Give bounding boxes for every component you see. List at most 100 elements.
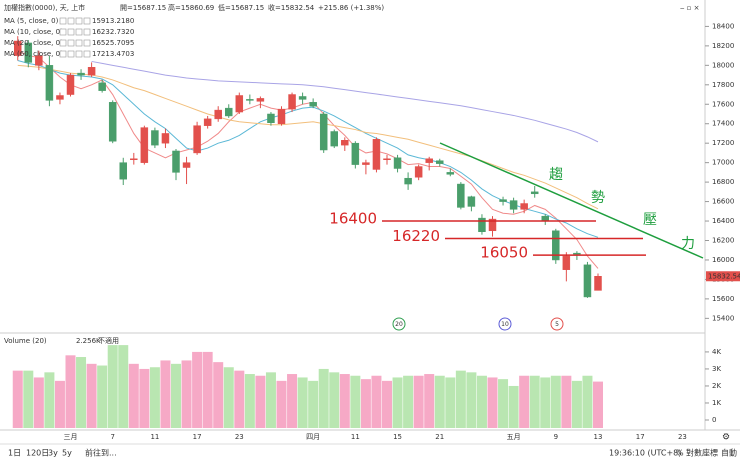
candle-body [14, 40, 22, 56]
candle-body [509, 200, 518, 210]
price-label: 15832.54 [708, 272, 740, 280]
legend-icon[interactable] [83, 28, 91, 36]
legend-icon[interactable] [83, 50, 91, 58]
x-tick-label: 23 [678, 433, 687, 441]
candle-body [256, 98, 265, 102]
trend-text: 力 [681, 236, 695, 252]
y-tick-label: 15600 [712, 295, 734, 303]
volume-bar [519, 375, 530, 428]
candle-body [583, 264, 592, 298]
volume-bar [498, 379, 509, 428]
period-marker-label: 10 [501, 321, 509, 328]
legend-icon[interactable] [59, 28, 67, 36]
y-tick-label: 18400 [712, 22, 734, 30]
volume-title: Volume (20) [4, 337, 47, 345]
legend-label[interactable]: MA (10, close, 0) [4, 28, 63, 36]
candle-body [552, 230, 560, 261]
volume-note: 不適用 [98, 336, 119, 345]
volume-bar [350, 375, 361, 428]
ohlc-item: 低=15687.15 [218, 3, 264, 12]
candle-body [573, 252, 581, 255]
volume-bar [382, 380, 392, 428]
y-tick-label: 17600 [712, 100, 734, 108]
candle-body [488, 218, 497, 232]
volume-bar [12, 370, 23, 428]
legend-icon[interactable] [67, 50, 75, 58]
symbol-name: 加權指數(0000), 天, 上市 [4, 3, 85, 12]
candle-body [140, 127, 149, 163]
legend-icon[interactable] [75, 28, 83, 36]
period-marker-label: 20 [395, 321, 403, 328]
volume-bar [97, 365, 108, 428]
price-label-box [706, 271, 740, 282]
legend-icon[interactable] [75, 39, 83, 47]
x-tick-label: 21 [435, 433, 444, 441]
legend-value: 17213.4703 [92, 50, 134, 58]
ma-line [91, 60, 599, 143]
trend-text: 壓 [643, 212, 657, 228]
candle-body [319, 113, 328, 151]
range-button[interactable]: 5y [62, 449, 72, 458]
candle-body [330, 131, 338, 147]
y-tick-label: 2K [712, 382, 721, 390]
range-button[interactable]: 1日 [8, 449, 21, 458]
volume-bar [54, 380, 65, 428]
trend-text: 勢 [591, 190, 605, 206]
range-button[interactable]: 120日 [26, 449, 49, 458]
legend-label[interactable]: MA (20, close, 0) [4, 39, 63, 47]
volume-bar [118, 345, 129, 428]
candle-body [151, 130, 159, 146]
legend-icon[interactable] [75, 17, 83, 25]
y-tick-label: 17400 [712, 120, 734, 128]
legend-icon[interactable] [59, 50, 67, 58]
log-button[interactable]: 對數座標 [686, 448, 718, 458]
candle-body [499, 199, 507, 202]
x-tick-label: 23 [235, 433, 244, 441]
legend-label[interactable]: MA (5, close, 0) [4, 17, 59, 25]
volume-bar [360, 379, 371, 428]
legend-label[interactable]: MA (60, close, 0) [4, 50, 63, 58]
volume-bar [223, 367, 234, 428]
range-button[interactable]: 3y [48, 449, 58, 458]
x-tick-label: 15 [393, 433, 402, 441]
volume-bar [550, 375, 561, 428]
legend-icon[interactable] [59, 39, 67, 47]
volume-bar [561, 375, 572, 428]
legend-icon[interactable] [83, 39, 91, 47]
volume-bar [276, 380, 287, 428]
volume-bar [244, 374, 255, 428]
percent-button[interactable]: % [676, 449, 684, 458]
candle-body [414, 166, 423, 178]
clock: 19:36:10 (UTC+8) [609, 449, 681, 458]
volume-bar [508, 385, 519, 428]
ma-line [17, 50, 599, 269]
trend-line [439, 142, 704, 259]
period-marker [392, 317, 406, 331]
legend-icon[interactable] [83, 17, 91, 25]
candle-body [108, 102, 117, 142]
candle-body [87, 67, 96, 76]
auto-button[interactable]: 自動 [721, 448, 737, 458]
candle-body [520, 203, 528, 210]
volume-bar [403, 375, 414, 428]
goto-button[interactable]: 前往到... [85, 448, 117, 458]
legend-icon[interactable] [67, 28, 75, 36]
settings-icon[interactable]: ⚙ [722, 433, 730, 443]
candle-body [172, 150, 180, 173]
window-controls[interactable]: ‒ ▫ × [680, 4, 700, 12]
y-tick-label: 17200 [712, 139, 734, 147]
volume-bar [392, 377, 403, 428]
legend-icon[interactable] [59, 17, 67, 25]
candle-body [161, 133, 170, 144]
x-tick-label: 三月 [64, 433, 78, 441]
volume-bar [65, 355, 76, 428]
legend-icon[interactable] [67, 39, 75, 47]
volume-bar [371, 375, 382, 428]
candle-body [235, 95, 244, 113]
y-tick-label: 17000 [712, 159, 734, 167]
period-marker [498, 317, 512, 331]
legend-icon[interactable] [67, 17, 75, 25]
volume-bar [213, 362, 224, 428]
legend-icon[interactable] [75, 50, 83, 58]
